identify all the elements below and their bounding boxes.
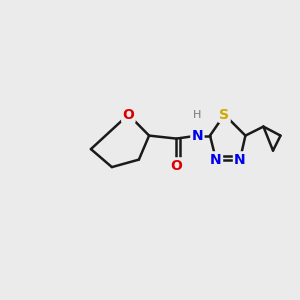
Text: H: H: [193, 110, 202, 120]
Text: O: O: [122, 108, 134, 122]
Text: N: N: [192, 129, 203, 142]
Text: S: S: [219, 108, 230, 122]
Text: N: N: [234, 153, 246, 166]
Text: O: O: [170, 159, 182, 172]
Text: N: N: [210, 153, 222, 166]
